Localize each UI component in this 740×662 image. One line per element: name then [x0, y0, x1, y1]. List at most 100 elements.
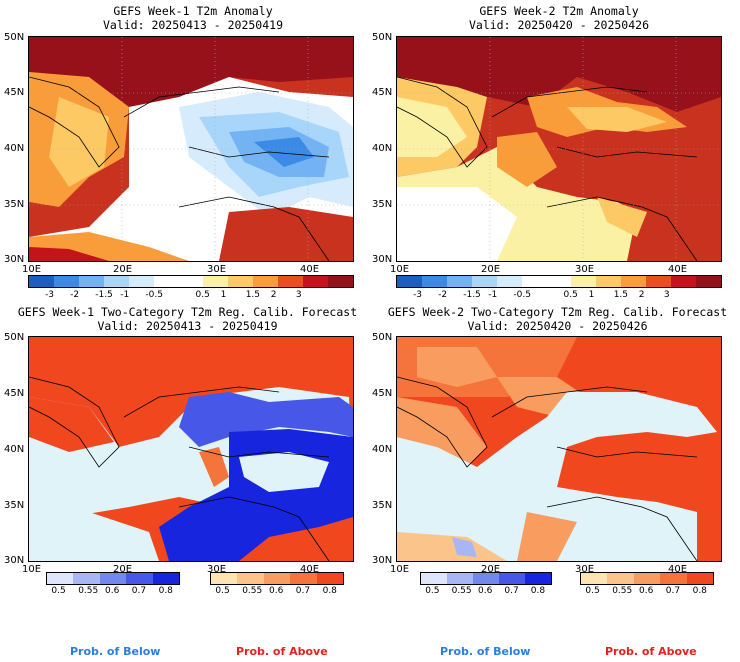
colorbar-tick-label: 2: [638, 290, 645, 300]
colorbar-swatch: [646, 276, 672, 287]
p3-lat-30: 30N: [4, 555, 25, 566]
colorbar-swatch: [126, 573, 153, 584]
p4-lon-30: 30E: [575, 564, 595, 575]
p4-lat-45: 45N: [372, 388, 393, 399]
colorbar-tick-label: -2: [438, 290, 448, 300]
colorbar-swatch: [447, 573, 473, 584]
colorbar-tick-label: -2: [70, 290, 80, 300]
colorbar-swatch: [263, 573, 291, 584]
colorbar-tick-label: 0.5: [563, 290, 578, 300]
colorbar-swatch: [211, 573, 238, 584]
colorbar-swatch: [73, 573, 100, 584]
colorbar-tick-label: 0.6: [269, 586, 284, 596]
colorbar-tick-label: -1.5: [95, 290, 113, 300]
p4-lon-40: 40E: [668, 564, 688, 575]
colorbar-tick-label: 0.55: [242, 586, 263, 596]
p1-lat-35: 35N: [4, 199, 25, 210]
colorbar-swatch: [596, 276, 622, 287]
panel3-map: [28, 336, 354, 562]
colorbar-swatch: [316, 573, 344, 584]
colorbar-tick-label: 0.7: [131, 586, 147, 596]
colorbar-tick-label: 0.6: [478, 586, 493, 596]
p2-anomaly-colorbar: [396, 275, 722, 288]
p4-lat-50: 50N: [372, 332, 393, 343]
colorbar-tick-label: 2: [270, 290, 277, 300]
p3-lon-10: 10E: [22, 564, 42, 575]
colorbar-swatch: [671, 276, 697, 287]
p4-lon-20: 20E: [481, 564, 501, 575]
p1-anomaly-colorbar: [28, 275, 354, 288]
colorbar-tick-label: 0.55: [612, 586, 633, 596]
colorbar-swatch: [153, 276, 179, 287]
colorbar-swatch: [421, 276, 447, 287]
p3-lat-35: 35N: [4, 500, 25, 511]
p1-lat-45: 45N: [4, 87, 25, 98]
colorbar-tick-label: -1: [488, 290, 498, 300]
colorbar-tick-label: 0.6: [639, 586, 654, 596]
colorbar-tick-label: 0.7: [665, 586, 681, 596]
colorbar-swatch: [152, 573, 180, 584]
colorbar-tick-label: 0.7: [295, 586, 311, 596]
p3-below-colorbar: [46, 572, 180, 585]
colorbar-swatch: [499, 573, 525, 584]
colorbar-swatch: [328, 276, 353, 287]
p1-lat-40: 40N: [4, 143, 25, 154]
p2-lon-30: 30E: [575, 264, 595, 275]
p1-lon-20: 20E: [113, 264, 133, 275]
p4-lat-30: 30N: [372, 555, 393, 566]
colorbar-swatch: [78, 276, 104, 287]
panel4-title: GEFS Week-2 Two-Category T2m Reg. Calib.…: [387, 305, 728, 333]
colorbar-tick-label: 1.5: [613, 290, 629, 300]
colorbar-swatch: [571, 276, 597, 287]
p3-lat-40: 40N: [4, 444, 25, 455]
colorbar-tick-label: -0.5: [513, 290, 531, 300]
colorbar-tick-label: -3: [45, 290, 55, 300]
colorbar-swatch: [29, 276, 54, 287]
colorbar-tick-label: 0.6: [105, 586, 120, 596]
p2-lat-30: 30N: [372, 254, 393, 265]
colorbar-tick-label: 3: [663, 290, 670, 300]
p3-lon-30: 30E: [207, 564, 227, 575]
p1-lat-50: 50N: [4, 32, 25, 43]
colorbar-swatch: [421, 573, 447, 584]
colorbar-swatch: [99, 573, 127, 584]
p4-lat-40: 40N: [372, 444, 393, 455]
colorbar-swatch: [290, 573, 317, 584]
p2-lon-20: 20E: [481, 264, 501, 275]
colorbar-tick-label: 0.5: [585, 586, 600, 596]
colorbar-tick-label: 1.5: [245, 290, 261, 300]
colorbar-swatch: [278, 276, 304, 287]
panel4-map: [396, 336, 722, 562]
colorbar-tick-label: 0.8: [158, 586, 173, 596]
colorbar-tick-label: 0.8: [530, 586, 546, 596]
prob-above-label-left: Prob. of Above: [236, 645, 328, 658]
colorbar-tick-label: 1: [588, 290, 595, 300]
p4-below-colorbar: [420, 572, 552, 585]
colorbar-swatch: [178, 276, 204, 287]
p3-lon-40: 40E: [300, 564, 320, 575]
colorbar-swatch: [696, 276, 721, 287]
colorbar-swatch: [473, 573, 499, 584]
p1-lat-30: 30N: [4, 254, 25, 265]
colorbar-tick-label: -1: [120, 290, 130, 300]
colorbar-swatch: [253, 276, 279, 287]
colorbar-tick-label: -3: [413, 290, 423, 300]
p3-lon-20: 20E: [113, 564, 133, 575]
colorbar-tick-label: 0.5: [195, 290, 210, 300]
p3-lat-45: 45N: [4, 388, 25, 399]
colorbar-swatch: [660, 573, 687, 584]
colorbar-tick-label: 0.5: [425, 586, 440, 596]
colorbar-tick-label: 1: [220, 290, 227, 300]
colorbar-swatch: [686, 573, 714, 584]
colorbar-swatch: [546, 276, 572, 287]
colorbar-swatch: [446, 276, 472, 287]
colorbar-swatch: [128, 276, 154, 287]
panel2-title: GEFS Week-2 T2m Anomaly Valid: 20250420 …: [468, 4, 649, 32]
p1-lon-30: 30E: [207, 264, 227, 275]
panel2-map: [396, 36, 722, 262]
p1-lon-40: 40E: [300, 264, 320, 275]
p4-lat-35: 35N: [372, 500, 393, 511]
p2-lat-45: 45N: [372, 87, 393, 98]
colorbar-swatch: [53, 276, 79, 287]
prob-below-label-right: Prob. of Below: [440, 645, 531, 658]
